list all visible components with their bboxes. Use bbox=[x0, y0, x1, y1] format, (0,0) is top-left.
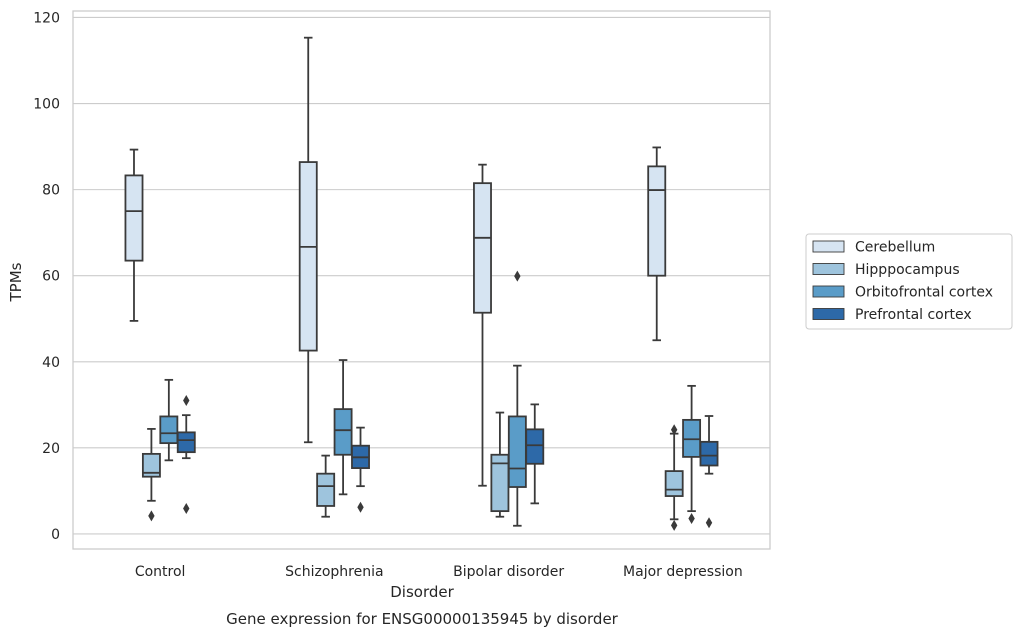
box-iqr bbox=[124, 174, 144, 262]
y-tick-label: 20 bbox=[42, 441, 60, 457]
legend-entry-label: Cerebellum bbox=[855, 240, 935, 256]
outlier-point bbox=[705, 517, 713, 529]
legend-entry-label: Orbitofrontal cortex bbox=[855, 285, 993, 301]
box-iqr bbox=[298, 161, 318, 352]
box-iqr bbox=[664, 470, 684, 497]
legend-swatch bbox=[812, 285, 845, 298]
box-1-3 bbox=[351, 426, 370, 513]
y-tick-label: 40 bbox=[42, 355, 60, 371]
box-iqr bbox=[176, 431, 196, 454]
box-1-0 bbox=[298, 36, 318, 444]
box-3-3 bbox=[699, 415, 719, 529]
outlier-point bbox=[148, 510, 155, 522]
box-iqr bbox=[647, 165, 667, 277]
box-3-2 bbox=[682, 384, 702, 524]
x-axis-ticks: Control Schizophrenia Bipolar disorder Majo… bbox=[135, 564, 743, 580]
box-0-0 bbox=[124, 148, 144, 322]
y-tick-label: 100 bbox=[33, 97, 60, 113]
box-3-1 bbox=[664, 424, 684, 531]
outlier-point bbox=[670, 519, 678, 531]
box-iqr bbox=[473, 182, 492, 314]
outlier-point bbox=[183, 395, 190, 407]
box-0-2 bbox=[159, 378, 179, 462]
y-tick-label: 120 bbox=[33, 10, 60, 26]
y-tick-label: 0 bbox=[51, 527, 60, 543]
legend: Cerebellum Hipppocampus Orbitofrontal cort… bbox=[805, 233, 1013, 330]
box-2-3 bbox=[525, 403, 545, 505]
x-tick-label: Control bbox=[135, 564, 186, 580]
box-0-3 bbox=[176, 395, 196, 515]
outlier-point bbox=[183, 503, 190, 515]
box-2-1 bbox=[490, 411, 510, 518]
legend-swatch bbox=[812, 308, 845, 320]
outlier-point bbox=[514, 270, 521, 282]
x-axis-label: Disorder bbox=[390, 583, 454, 601]
box-2-2 bbox=[507, 270, 527, 527]
y-tick-label: 80 bbox=[42, 183, 60, 199]
box-0-1 bbox=[141, 428, 161, 522]
x-tick-label: Bipolar disorder bbox=[453, 564, 564, 580]
outlier-point bbox=[357, 501, 364, 513]
box-iqr bbox=[316, 472, 336, 507]
y-axis-ticks: 0 20 40 60 80 100 120 bbox=[33, 10, 60, 542]
boxes-layer bbox=[124, 36, 719, 531]
box-1-1 bbox=[316, 454, 336, 518]
outlier-point bbox=[688, 512, 695, 524]
box-2-0 bbox=[473, 163, 492, 487]
box-iqr bbox=[525, 428, 545, 465]
legend-entry-label: Hipppocampus bbox=[855, 262, 960, 278]
x-tick-label: Schizophrenia bbox=[285, 564, 383, 580]
legend-swatch bbox=[812, 263, 845, 275]
plot-area bbox=[72, 10, 771, 550]
box-iqr bbox=[141, 452, 161, 478]
box-3-0 bbox=[647, 146, 667, 342]
outlier-point bbox=[670, 424, 678, 436]
x-tick-label: Major depression bbox=[623, 564, 743, 580]
box-1-2 bbox=[333, 359, 353, 496]
legend-entry-label: Prefrontal cortex bbox=[855, 307, 972, 323]
y-tick-label: 60 bbox=[42, 269, 60, 285]
legend-swatch bbox=[812, 240, 845, 253]
box-iqr bbox=[699, 440, 719, 467]
legend-frame bbox=[805, 233, 1013, 330]
chart-caption: Gene expression for ENSG00000135945 by d… bbox=[226, 610, 619, 628]
box-iqr bbox=[333, 408, 353, 456]
y-axis-label: TPMs bbox=[7, 262, 25, 302]
box-iqr bbox=[507, 415, 527, 488]
box-iqr bbox=[159, 415, 179, 445]
